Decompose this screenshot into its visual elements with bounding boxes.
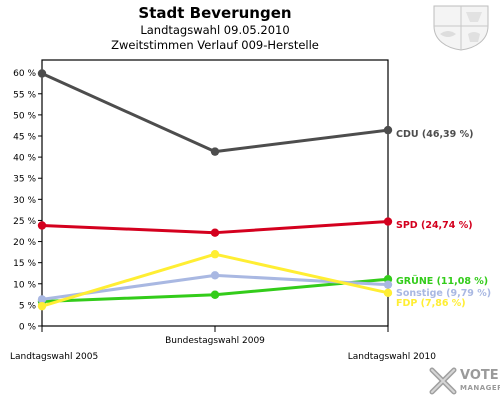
series-label-cdu: CDU (46,39 %)	[396, 129, 473, 140]
y-tick-label: 0 %	[19, 323, 37, 333]
plot-frame	[41, 59, 389, 327]
series-label-grüne: GRÜNE (11,08 %)	[396, 276, 488, 287]
x-ballot-icon	[429, 367, 457, 395]
data-point-cdu	[210, 147, 220, 156]
series-line-cdu	[41, 72, 389, 154]
data-point-spd	[383, 217, 393, 226]
data-point-sonstige	[210, 271, 220, 280]
series-label-sonstige: Sonstige (9,79 %)	[396, 288, 491, 299]
series-label-fdp: FDP (7,86 %)	[396, 298, 466, 309]
y-tick-label: 50 %	[13, 111, 36, 121]
brand-subname: MANAGER	[460, 384, 500, 392]
chart-series	[37, 69, 393, 311]
data-point-fdp	[210, 250, 220, 259]
y-tick-label: 40 %	[13, 154, 36, 164]
data-point-fdp	[37, 301, 47, 311]
chart-axes: 0 % 5 % 10 % 15 % 20 % 25 % 30 % 35 % 40 % 45 % 50…	[10, 59, 437, 362]
x-tick-label: Landtagswahl 2005	[10, 352, 98, 362]
data-point-sonstige	[37, 295, 47, 304]
y-tick-label: 10 %	[13, 280, 36, 290]
data-point-spd	[210, 228, 220, 237]
y-tick-label: 25 %	[13, 217, 36, 227]
y-tick-label: 45 %	[13, 133, 36, 143]
y-tick-label: 30 %	[13, 196, 36, 206]
data-point-fdp	[383, 288, 393, 298]
brand-name: VOTE	[460, 368, 499, 383]
data-point-grüne	[210, 290, 220, 299]
x-tick-label: Landtagswahl 2010	[348, 352, 437, 362]
y-tick-label: 60 %	[13, 69, 36, 79]
x-tick-label: Bundestagswahl 2009	[165, 336, 265, 346]
chart-subtitle-2: Zweitstimmen Verlauf 009-Herstelle	[111, 38, 319, 52]
data-point-spd	[37, 221, 47, 230]
series-label-spd: SPD (24,74 %)	[396, 220, 473, 231]
y-tick-label: 20 %	[13, 238, 36, 248]
chart-data-labels: CDU (46,39 %) SPD (24,74 %) GRÜNE (11,08 %…	[396, 129, 491, 309]
chart-subtitle: Landtagswahl 09.05.2010	[140, 23, 290, 37]
y-tick-label: 5 %	[19, 301, 37, 311]
chart-title: Stadt Beverungen	[138, 4, 292, 22]
data-point-cdu	[37, 69, 47, 78]
coat-of-arms-icon	[433, 5, 489, 51]
y-tick-label: 55 %	[13, 90, 36, 100]
y-tick-label: 15 %	[13, 259, 36, 269]
y-tick-label: 35 %	[13, 175, 36, 185]
data-point-sonstige	[383, 280, 393, 289]
data-point-cdu	[383, 125, 393, 135]
